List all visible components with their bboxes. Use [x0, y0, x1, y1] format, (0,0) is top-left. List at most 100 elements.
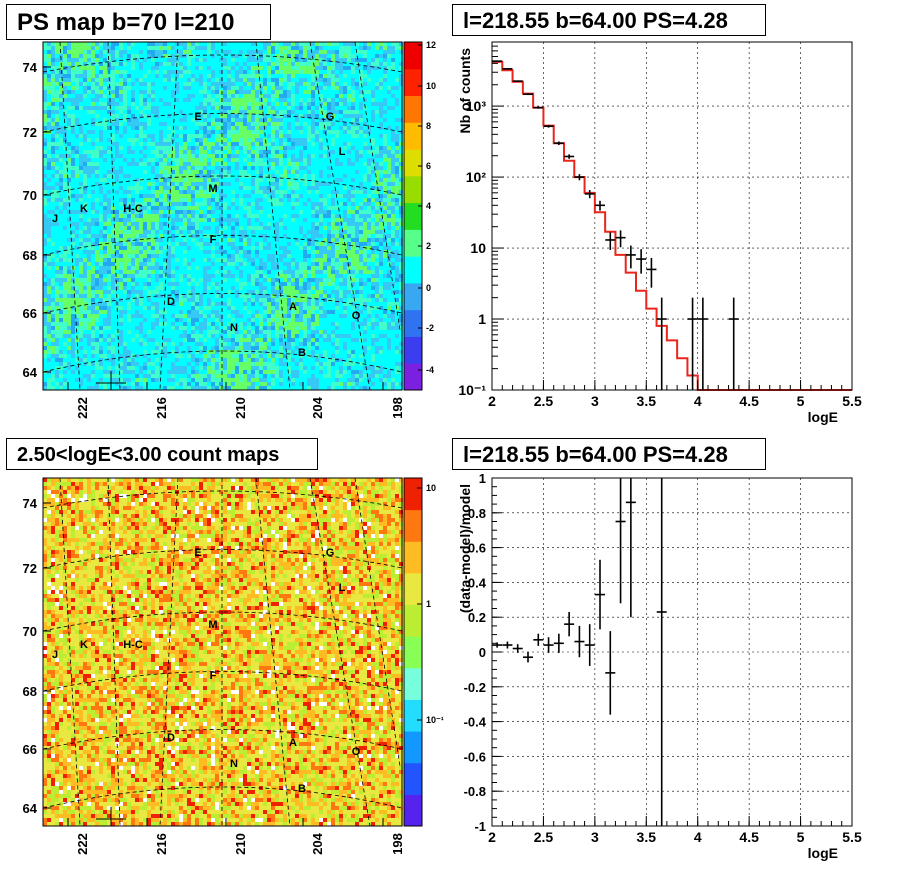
- map-pixel: [299, 70, 303, 74]
- map-pixel: [159, 198, 163, 202]
- map-pixel: [295, 98, 299, 102]
- map-pixel: [251, 102, 255, 106]
- map-pixel: [179, 154, 183, 158]
- map-pixel: [207, 54, 211, 58]
- map-pixel: [399, 182, 403, 186]
- map-pixel: [303, 114, 307, 118]
- map-pixel: [335, 238, 339, 242]
- map-pixel: [315, 158, 319, 162]
- map-pixel: [355, 166, 359, 170]
- map-pixel: [331, 238, 335, 242]
- map-pixel: [275, 202, 279, 206]
- map-pixel: [155, 134, 159, 138]
- map-pixel: [295, 78, 299, 82]
- map-pixel: [131, 58, 135, 62]
- map-pixel: [383, 110, 387, 114]
- map-pixel: [47, 202, 51, 206]
- map-pixel: [235, 206, 239, 210]
- map-pixel: [175, 258, 179, 262]
- map-pixel: [367, 162, 371, 166]
- map-pixel: [163, 262, 167, 266]
- map-pixel: [299, 74, 303, 78]
- map-pixel: [355, 50, 359, 54]
- map-pixel: [323, 94, 327, 98]
- map-pixel: [371, 66, 375, 70]
- map-pixel: [123, 142, 127, 146]
- map-pixel: [319, 110, 323, 114]
- map-pixel: [127, 138, 131, 142]
- map-pixel: [163, 142, 167, 146]
- map-pixel: [171, 250, 175, 254]
- map-pixel: [335, 142, 339, 146]
- map-pixel: [167, 166, 171, 170]
- map-pixel: [303, 218, 307, 222]
- map-pixel: [43, 226, 47, 230]
- map-pixel: [79, 90, 83, 94]
- map-pixel: [67, 186, 71, 190]
- map-pixel: [291, 242, 295, 246]
- map-pixel: [43, 198, 47, 202]
- map-pixel: [195, 98, 199, 102]
- map-pixel: [347, 114, 351, 118]
- map-pixel: [383, 142, 387, 146]
- map-pixel: [215, 254, 219, 258]
- map-pixel: [203, 78, 207, 82]
- map-pixel: [83, 86, 87, 90]
- map-pixel: [303, 178, 307, 182]
- map-pixel: [379, 214, 383, 218]
- map-pixel: [127, 146, 131, 150]
- map-pixel: [215, 50, 219, 54]
- map-pixel: [59, 78, 63, 82]
- map-pixel: [235, 234, 239, 238]
- map-pixel: [343, 166, 347, 170]
- map-pixel: [135, 170, 139, 174]
- map-pixel: [323, 210, 327, 214]
- map-pixel: [171, 62, 175, 66]
- map-pixel: [43, 150, 47, 154]
- map-pixel: [223, 146, 227, 150]
- map-pixel: [95, 210, 99, 214]
- map-pixel: [343, 194, 347, 198]
- map-pixel: [287, 126, 291, 130]
- map-pixel: [295, 106, 299, 110]
- map-pixel: [343, 178, 347, 182]
- map-pixel: [95, 146, 99, 150]
- map-pixel: [355, 242, 359, 246]
- map-pixel: [327, 258, 331, 262]
- map-pixel: [183, 246, 187, 250]
- map-pixel: [95, 74, 99, 78]
- map-pixel: [167, 262, 171, 266]
- map-pixel: [47, 42, 51, 46]
- map-pixel: [387, 230, 391, 234]
- map-pixel: [107, 178, 111, 182]
- map-pixel: [163, 78, 167, 82]
- map-pixel: [355, 226, 359, 230]
- map-pixel: [71, 42, 75, 46]
- map-pixel: [351, 178, 355, 182]
- map-pixel: [235, 242, 239, 246]
- map-pixel: [327, 110, 331, 114]
- map-pixel: [163, 82, 167, 86]
- map-pixel: [243, 42, 247, 46]
- map-pixel: [307, 74, 311, 78]
- map-pixel: [219, 122, 223, 126]
- map-pixel: [135, 102, 139, 106]
- map-pixel: [359, 98, 363, 102]
- map-pixel: [151, 46, 155, 50]
- map-pixel: [363, 118, 367, 122]
- map-pixel: [227, 202, 231, 206]
- map-pixel: [167, 226, 171, 230]
- map-pixel: [75, 158, 79, 162]
- map-pixel: [147, 202, 151, 206]
- map-pixel: [167, 150, 171, 154]
- map-pixel: [387, 130, 391, 134]
- map-pixel: [215, 70, 219, 74]
- map-pixel: [83, 66, 87, 70]
- map-pixel: [67, 106, 71, 110]
- map-pixel: [103, 238, 107, 242]
- map-pixel: [147, 258, 151, 262]
- map-pixel: [171, 206, 175, 210]
- map-pixel: [95, 178, 99, 182]
- map-pixel: [215, 206, 219, 210]
- map-pixel: [171, 190, 175, 194]
